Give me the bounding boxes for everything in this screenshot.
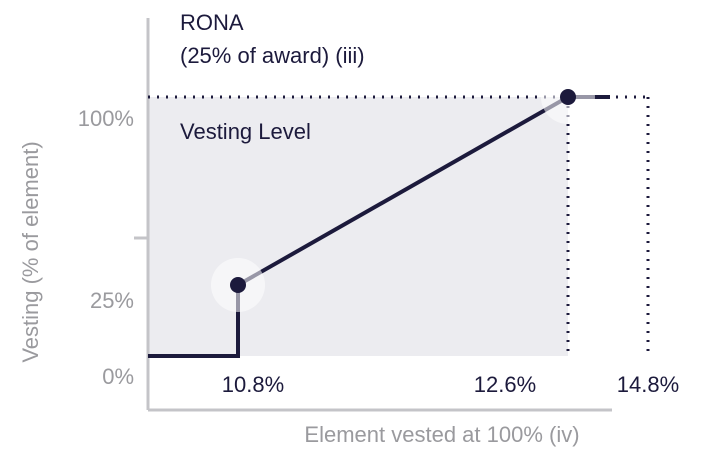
x-tick-label: 10.8% <box>222 372 284 397</box>
chart-title: RONA <box>180 10 244 35</box>
x-tick-label: 12.6% <box>474 372 536 397</box>
y-tick-label: 25% <box>90 288 134 313</box>
y-tick-label: 100% <box>78 106 134 131</box>
point <box>230 277 246 293</box>
annotation: Vesting Level <box>180 119 311 144</box>
vesting-area <box>148 97 568 356</box>
y-tick-label: 0% <box>102 364 134 389</box>
vesting-line <box>237 95 569 287</box>
point <box>560 89 576 105</box>
x-axis-label: Element vested at 100% (iv) <box>304 422 579 447</box>
x-tick-label: 14.8% <box>617 372 679 397</box>
y-axis-label: Vesting (% of element) <box>18 141 43 362</box>
chart-subtitle: (25% of award) (iii) <box>180 43 365 68</box>
